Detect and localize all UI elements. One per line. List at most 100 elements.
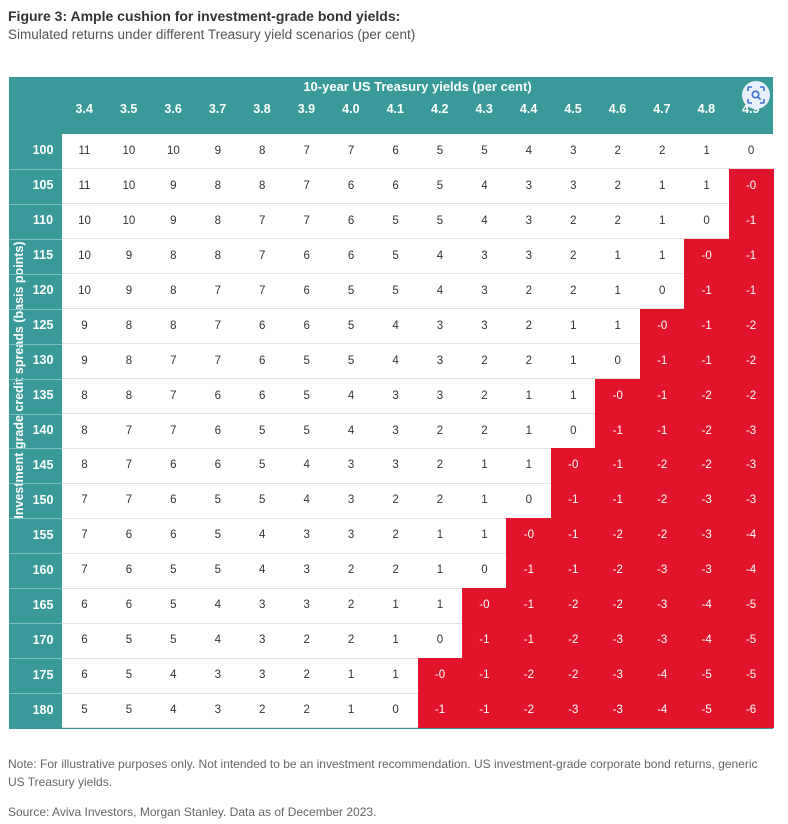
- heatmap-cell-negative: -0: [728, 168, 774, 205]
- heatmap-cell-negative: -2: [550, 588, 596, 624]
- heatmap-cell: 9: [150, 204, 196, 240]
- heatmap-cell-negative: -0: [550, 448, 596, 484]
- heatmap-cell-negative: -5: [728, 588, 774, 624]
- heatmap-cell-negative: -2: [728, 378, 774, 415]
- heatmap-cell: 9: [150, 169, 196, 205]
- heatmap-cell: 9: [106, 274, 152, 310]
- heatmap-cell: 2: [506, 344, 552, 380]
- heatmap-cell: 9: [62, 344, 107, 380]
- heatmap-cell: 4: [373, 344, 419, 380]
- heatmap-cell-negative: -1: [461, 658, 507, 694]
- heatmap-cell: 3: [195, 658, 241, 694]
- heatmap-cell: 7: [62, 518, 107, 554]
- heatmap-cell: 9: [62, 309, 107, 345]
- heatmap-cell-negative: -4: [639, 693, 685, 729]
- heatmap-cell-negative: -3: [684, 553, 730, 589]
- heatmap-cell: 8: [106, 309, 152, 345]
- heatmap-cell: 5: [417, 169, 463, 205]
- heatmap-cell: 1: [461, 483, 507, 519]
- heatmap-cell: 8: [62, 414, 107, 449]
- heatmap-cell: 2: [506, 309, 552, 345]
- heatmap-cell: 10: [106, 134, 152, 170]
- row-header: 180: [32, 702, 54, 717]
- heatmap-cell-negative: -1: [684, 343, 730, 380]
- heatmap-cell: 9: [195, 134, 241, 170]
- heatmap-cell-negative: -1: [595, 448, 641, 484]
- visual-search-icon[interactable]: [742, 81, 770, 109]
- heatmap-cell: 5: [195, 553, 241, 589]
- heatmap-cell: 2: [461, 379, 507, 415]
- heatmap-cell-negative: -2: [595, 588, 641, 624]
- heatmap-cell: 6: [150, 483, 196, 519]
- heatmap-cell-negative: -1: [728, 273, 774, 310]
- heatmap-cell: 8: [195, 204, 241, 240]
- heatmap-cell: 1: [373, 623, 419, 659]
- heatmap-cell-negative: -1: [550, 483, 596, 519]
- footnote: Note: For illustrative purposes only. No…: [8, 757, 758, 789]
- heatmap-cell: 3: [328, 448, 374, 484]
- heatmap-cell: 5: [106, 693, 152, 729]
- heatmap-cell: 6: [150, 518, 196, 554]
- row-header: 140: [32, 422, 54, 437]
- heatmap-cell: 6: [328, 239, 374, 275]
- heatmap-cell-negative: -2: [684, 413, 730, 449]
- heatmap-cell: 5: [284, 414, 330, 449]
- heatmap-cell: 7: [284, 134, 330, 170]
- row-separator: [9, 378, 62, 380]
- heatmap-cell: 8: [62, 448, 107, 484]
- heatmap-cell: 7: [106, 414, 152, 449]
- heatmap-cell: 8: [195, 169, 241, 205]
- heatmap-cell: 10: [106, 204, 152, 240]
- heatmap-cell: 8: [239, 169, 285, 205]
- row-separator: [9, 693, 62, 695]
- heatmap-cell-negative: -1: [639, 413, 685, 449]
- heatmap-cell: 5: [328, 309, 374, 345]
- heatmap-cell-negative: -4: [684, 623, 730, 659]
- heatmap-cell: 4: [373, 309, 419, 345]
- heatmap-cell: 5: [373, 239, 419, 275]
- heatmap-cell-negative: -2: [550, 623, 596, 659]
- heatmap-cell-negative: -2: [550, 658, 596, 694]
- heatmap-cell-negative: -1: [684, 273, 730, 310]
- heatmap-cell: 4: [239, 553, 285, 589]
- heatmap-cell: 5: [195, 518, 241, 554]
- heatmap-cell-negative: -3: [728, 448, 774, 484]
- row-header: 145: [32, 457, 54, 472]
- heatmap-cell: 11: [62, 169, 107, 205]
- heatmap-cell: 5: [373, 204, 419, 240]
- heatmap-cell: 8: [150, 274, 196, 310]
- heatmap-cell-negative: -2: [639, 448, 685, 484]
- heatmap-cell: 4: [328, 379, 374, 415]
- heatmap-cell: 2: [595, 204, 641, 240]
- heatmap-cell: 3: [284, 588, 330, 624]
- heatmap-cell: 7: [106, 483, 152, 519]
- heatmap-cell-negative: -2: [595, 553, 641, 589]
- heatmap-cell-negative: -4: [684, 588, 730, 624]
- heatmap-cell: 1: [684, 134, 730, 170]
- heatmap-cell: 7: [150, 379, 196, 415]
- heatmap-cell: 1: [639, 239, 685, 275]
- heatmap-cell-negative: -2: [506, 693, 552, 729]
- heatmap-cell: 1: [373, 588, 419, 624]
- heatmap-cell: 2: [506, 274, 552, 310]
- heatmap-cell-negative: -2: [728, 308, 774, 345]
- column-header: 3.6: [164, 102, 182, 116]
- row-header: 110: [32, 213, 54, 228]
- heatmap-cell: 1: [461, 448, 507, 484]
- heatmap-cell: 1: [595, 309, 641, 345]
- heatmap-cell: 6: [373, 169, 419, 205]
- heatmap-cell: 5: [328, 344, 374, 380]
- heatmap-cell: 1: [417, 588, 463, 624]
- heatmap-cell: 2: [373, 518, 419, 554]
- heatmap-cell: 5: [239, 448, 285, 484]
- heatmap-cell: 0: [684, 204, 730, 240]
- heatmap-cell: 7: [62, 483, 107, 519]
- heatmap-cell: 8: [150, 239, 196, 275]
- heatmap-cell-negative: -4: [728, 553, 774, 589]
- heatmap-cell-negative: -3: [595, 693, 641, 729]
- heatmap-cell-negative: -5: [728, 658, 774, 694]
- heatmap-cell-negative: -0: [417, 658, 463, 694]
- heatmap-cell-negative: -3: [595, 623, 641, 659]
- heatmap-cell: 1: [595, 239, 641, 275]
- heatmap-cell: 4: [239, 518, 285, 554]
